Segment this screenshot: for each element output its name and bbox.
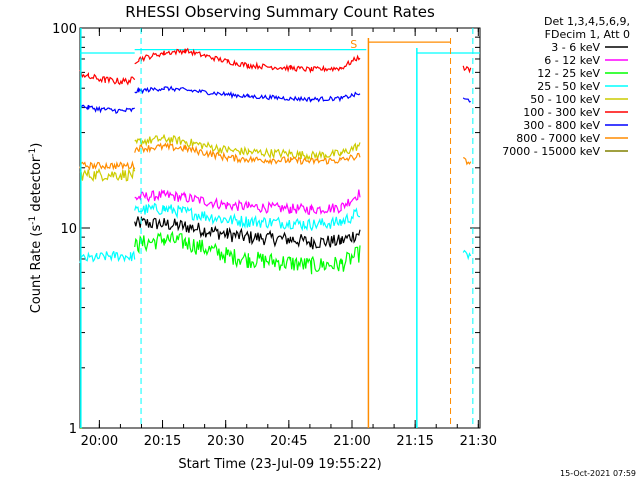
y-tick-label: 10 — [60, 222, 77, 237]
legend-label: 25 - 50 keV — [537, 80, 600, 93]
axis-ticks — [80, 27, 480, 429]
x-tick-label: 20:15 — [144, 434, 181, 449]
series-line — [134, 215, 361, 250]
x-tick-label: 21:00 — [333, 434, 370, 449]
legend-label: 100 - 300 keV — [523, 106, 600, 119]
chart-title: RHESSI Observing Summary Count Rates — [125, 3, 435, 21]
overlay-lines — [80, 28, 474, 428]
series-layer — [79, 41, 480, 429]
series-25to50keV — [79, 48, 480, 264]
series-6to12keV — [134, 188, 361, 216]
series-line — [134, 142, 361, 166]
x-tick-label: 20:00 — [81, 434, 118, 449]
legend-label: 6 - 12 keV — [544, 54, 600, 67]
series-line — [79, 166, 136, 182]
series-line — [79, 250, 136, 264]
legend-header-1: Det 1,3,4,5,6,9, — [544, 15, 630, 28]
legend-label: 3 - 6 keV — [551, 41, 600, 54]
series-line — [462, 249, 472, 261]
y-tick-label: 1 — [69, 422, 77, 437]
series-100to300keV — [79, 47, 472, 86]
legend: Det 1,3,4,5,6,9, FDecim 1, Att 0 3 - 6 k… — [502, 15, 630, 158]
series-line — [134, 202, 360, 232]
x-tick-label: 20:30 — [207, 434, 244, 449]
series-300to800keV — [79, 85, 471, 114]
y-tick-label: 100 — [52, 22, 77, 37]
series-12to25keV — [80, 230, 361, 429]
series-line — [79, 160, 136, 171]
legend-label: 12 - 25 keV — [537, 67, 600, 80]
legend-header-2: FDecim 1, Att 0 — [545, 28, 630, 41]
x-tick-label: 21:30 — [460, 434, 497, 449]
y-tick-labels: 1 10 100 — [52, 22, 77, 437]
x-tick-label: 21:15 — [396, 434, 433, 449]
series-line — [462, 65, 472, 74]
legend-label: 7000 - 15000 keV — [502, 145, 600, 158]
ylabel-part-3: ) — [29, 143, 44, 148]
series-line — [134, 85, 361, 103]
series-line — [79, 69, 136, 86]
series-line — [134, 230, 361, 275]
ylabel-part-1: Count Rate (s — [29, 225, 44, 314]
series-800to7000keV — [79, 41, 472, 171]
series-line — [79, 104, 135, 114]
y-axis-label: Count Rate (s-1 detector-1) — [28, 143, 44, 314]
series-line — [134, 188, 361, 216]
series-50to100keV — [79, 134, 361, 182]
legend-label: 300 - 800 keV — [523, 119, 600, 132]
ylabel-part-2: detector — [29, 156, 44, 216]
plot-frame — [79, 27, 481, 429]
series-line — [134, 134, 361, 162]
series-line — [463, 157, 472, 166]
series-line — [134, 47, 361, 74]
series-line — [462, 97, 471, 103]
legend-label: 50 - 100 keV — [530, 93, 600, 106]
saa-annotation: S — [350, 38, 357, 51]
footer-timestamp: 15-Oct-2021 07:59 — [560, 469, 636, 478]
x-tick-label: 20:45 — [270, 434, 307, 449]
legend-label: 800 - 7000 keV — [516, 132, 600, 145]
ylabel-sup-1: -1 — [28, 216, 38, 225]
series-3to6keV — [134, 215, 361, 250]
ylabel-sup-2: -1 — [28, 148, 38, 157]
x-axis-label: Start Time (23-Jul-09 19:55:22) — [178, 457, 381, 472]
x-tick-labels: 20:00 20:15 20:30 20:45 21:00 21:15 21:30 — [81, 434, 497, 449]
